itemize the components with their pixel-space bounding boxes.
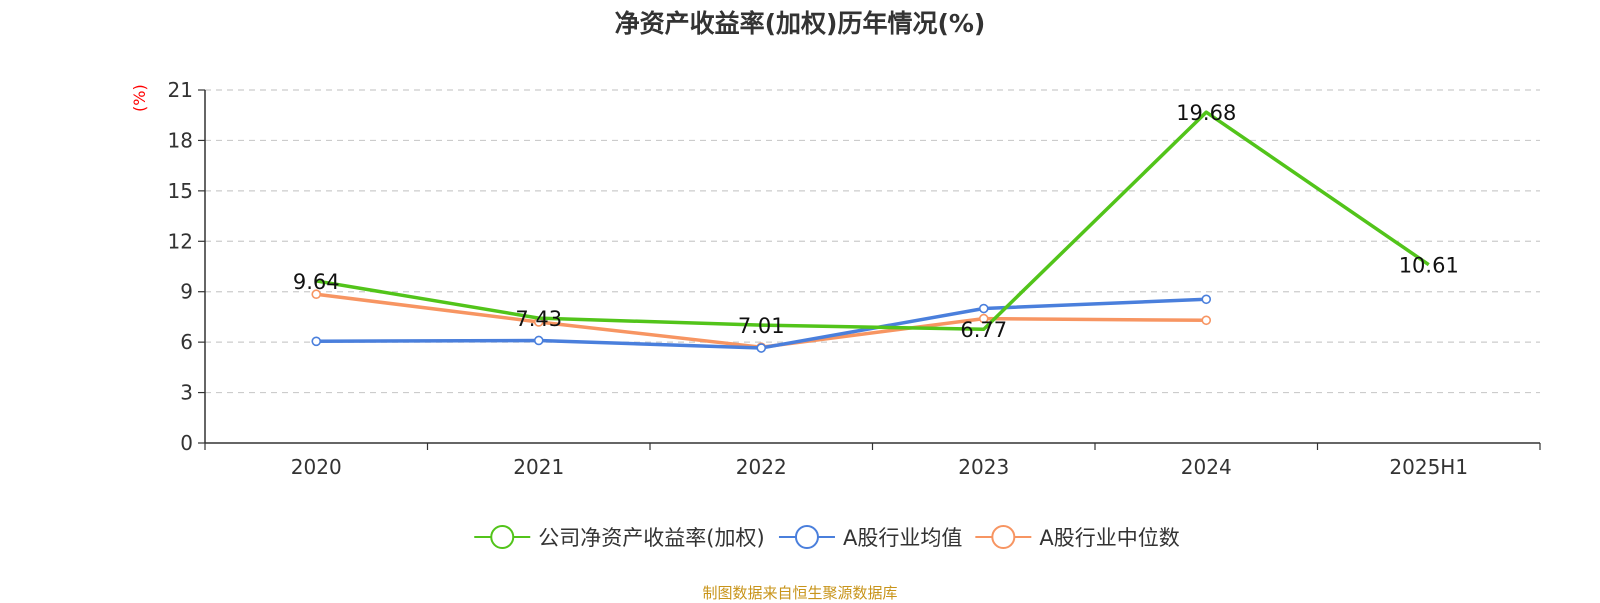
y-tick-label: 6	[180, 330, 193, 354]
data-point	[978, 313, 989, 324]
source-note: 制图数据来自恒生聚源数据库	[702, 584, 898, 602]
data-point	[311, 336, 322, 347]
y-tick-label: 15	[168, 179, 193, 203]
data-point	[1201, 315, 1212, 326]
legend-label: A股行业中位数	[1039, 526, 1179, 550]
data-label: 7.43	[515, 307, 562, 331]
data-point	[311, 289, 322, 300]
y-tick-label: 3	[180, 381, 193, 405]
data-label: 6.77	[960, 318, 1007, 342]
x-tick-label: 2022	[736, 455, 787, 479]
y-tick-label: 12	[168, 229, 193, 253]
legend-label: 公司净资产收益率(加权)	[538, 526, 764, 550]
data-point	[533, 335, 544, 346]
x-tick-label: 2021	[513, 455, 564, 479]
series-lines	[311, 110, 1430, 353]
data-label: 19.68	[1176, 101, 1236, 125]
legend-item: A股行业中位数	[975, 525, 1180, 550]
axes: 0 3 6 9 12 15 18 21 2020 2021 2022 2023 2024 2025H1	[168, 78, 1541, 479]
grid-lines	[205, 89, 1540, 394]
x-tick-label: 2020	[291, 455, 342, 479]
data-labels: 9.64 7.43 7.01 6.77 19.68 10.61	[293, 101, 1459, 342]
x-tick-label: 2025H1	[1389, 455, 1468, 479]
y-tick-label: 9	[180, 280, 193, 304]
legend-label: A股行业均值	[843, 526, 962, 550]
data-label: 9.64	[293, 270, 340, 294]
y-tick-label: 18	[168, 128, 193, 152]
legend-item: 公司净资产收益率(加权)	[474, 525, 765, 550]
legend-item: A股行业均值	[778, 525, 962, 550]
y-tick-label: 0	[180, 431, 193, 455]
legend-marker	[991, 525, 1016, 549]
legend-marker	[490, 525, 515, 549]
y-tick-label: 21	[168, 78, 193, 102]
x-tick-label: 2023	[958, 455, 1009, 479]
data-label: 10.61	[1399, 254, 1459, 278]
x-tick-label: 2024	[1181, 455, 1232, 479]
legend-marker	[794, 525, 819, 549]
data-point	[756, 343, 767, 353]
data-label: 7.01	[738, 314, 785, 338]
chart-title: 净资产收益率(加权)历年情况(%)	[614, 9, 986, 38]
series-line	[315, 110, 1430, 331]
data-point	[1201, 294, 1212, 305]
data-point	[978, 303, 989, 314]
legend: 公司净资产收益率(加权) A股行业均值 A股行业中位数	[474, 525, 1180, 550]
